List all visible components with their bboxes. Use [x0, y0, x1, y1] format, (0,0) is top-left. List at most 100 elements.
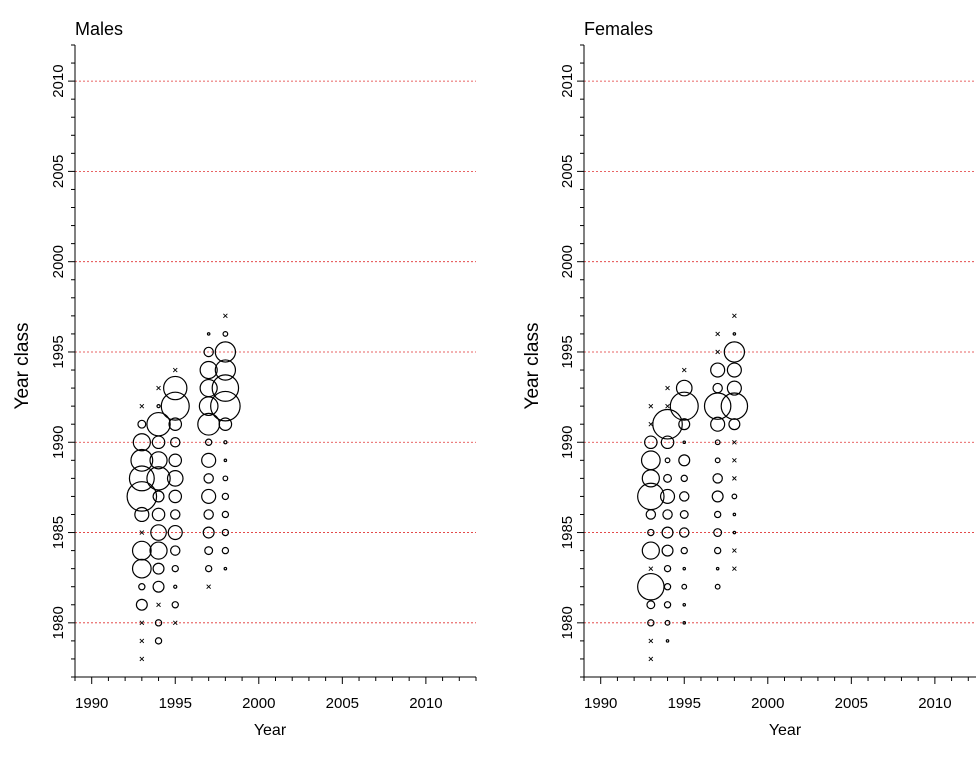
- males-bubble: [149, 451, 168, 470]
- females-bubble: [679, 510, 689, 519]
- males-zero-marker: [139, 656, 145, 662]
- males-zero-marker: [139, 620, 145, 626]
- males-bubble: [203, 509, 214, 520]
- zero-marker-stroke: [156, 602, 161, 608]
- females-x-tick-label: 2005: [835, 695, 868, 712]
- females-y-tick-label: 1985: [559, 516, 576, 549]
- females-bubble: [662, 509, 673, 520]
- males-zero-marker: [139, 530, 145, 535]
- zero-marker-stroke: [139, 403, 145, 409]
- males-zero-marker: [172, 367, 178, 373]
- males-bubble: [126, 481, 158, 512]
- males-bubble: [154, 637, 163, 645]
- females-zero-marker: [732, 313, 737, 319]
- males-bubble: [204, 546, 214, 556]
- females-bubble: [712, 473, 723, 484]
- females-panel: Females Year class Year 1980 1985 1990 1995…: [522, 19, 976, 739]
- females-bubble: [678, 527, 690, 538]
- males-zero-marker: [139, 403, 145, 409]
- females-bubble: [723, 341, 746, 363]
- zero-marker-stroke: [172, 620, 178, 626]
- zero-marker-stroke: [732, 313, 737, 319]
- females-bubble: [646, 600, 656, 610]
- males-bubble: [218, 417, 233, 431]
- females-x-tick-label: 2000: [751, 695, 784, 712]
- females-bubble: [711, 490, 724, 503]
- males-y-tick-label: 1990: [50, 426, 67, 459]
- zero-marker-stroke: [139, 638, 145, 644]
- males-y-tick-label: 1995: [50, 335, 67, 368]
- females-bubble: [661, 544, 674, 557]
- males-bubble: [221, 546, 230, 555]
- males-bubble: [223, 458, 228, 463]
- males-x-tick-label: 2005: [326, 695, 359, 712]
- males-bubble: [152, 580, 165, 593]
- females-zero-marker: [665, 385, 670, 391]
- females-bubble: [659, 488, 676, 505]
- females-bubble: [713, 510, 722, 519]
- males-y-tick-label: 1985: [50, 516, 67, 549]
- males-bubble: [214, 359, 237, 381]
- zero-marker-stroke: [732, 548, 737, 553]
- males-bubble: [160, 391, 190, 421]
- males-bubble: [210, 390, 241, 422]
- females-bubbles: [637, 313, 749, 662]
- males-bubble: [214, 341, 237, 363]
- females-bubble: [732, 530, 737, 535]
- females-bubble: [644, 435, 658, 450]
- females-bubble: [641, 469, 660, 488]
- females-bubble: [669, 391, 699, 421]
- females-zero-marker: [681, 367, 687, 373]
- males-zero-marker: [139, 638, 145, 644]
- males-bubble: [138, 583, 146, 591]
- females-y-tick-label: 2010: [559, 64, 576, 97]
- females-bubble: [720, 392, 749, 420]
- males-bubble: [168, 417, 183, 431]
- females-bubble: [681, 583, 688, 590]
- males-bubble: [201, 488, 217, 505]
- females-bubble: [713, 528, 723, 538]
- females-bubble: [660, 435, 675, 450]
- males-bubble: [130, 448, 154, 472]
- males-bubble: [203, 346, 214, 358]
- females-bubble: [645, 509, 657, 520]
- males-bubble: [201, 452, 217, 468]
- males-panel: Males Year class Year 1980 1985 1990 1995 20…: [12, 19, 477, 739]
- males-bubble: [150, 524, 167, 541]
- males-bubble: [154, 619, 163, 627]
- zero-marker-stroke: [206, 584, 211, 590]
- zero-marker-stroke: [732, 566, 737, 571]
- females-zero-marker: [648, 403, 654, 409]
- males-y-tick-label: 2010: [50, 64, 67, 97]
- males-bubble: [221, 528, 230, 537]
- males-bubble: [137, 419, 147, 429]
- females-bubble: [710, 416, 726, 432]
- males-y-tick-label: 1980: [50, 606, 67, 639]
- females-gridlines: [584, 80, 976, 624]
- zero-marker-stroke: [139, 620, 145, 626]
- zero-marker-stroke: [715, 349, 720, 355]
- males-bubble: [171, 564, 179, 573]
- males-bubble: [202, 526, 215, 539]
- males-bubble: [152, 562, 165, 575]
- zero-marker-stroke: [732, 439, 737, 445]
- females-y-tick-label: 1980: [559, 606, 576, 639]
- females-bubble: [640, 450, 661, 471]
- zero-marker-stroke: [648, 656, 654, 662]
- females-y-axis-title: Year class: [522, 323, 543, 410]
- zero-marker-stroke: [648, 421, 654, 427]
- females-bubble: [680, 474, 688, 483]
- males-bubble: [134, 506, 150, 523]
- males-bubble: [163, 375, 188, 401]
- males-bubble: [222, 475, 229, 482]
- females-zero-marker: [665, 403, 670, 409]
- females-bubble: [682, 566, 687, 571]
- males-bubble: [223, 440, 228, 445]
- males-bubble: [167, 524, 183, 541]
- males-x-axis-title: Year: [254, 722, 287, 739]
- males-bubble: [151, 507, 166, 522]
- males-bubble: [170, 545, 181, 556]
- females-bubble: [682, 602, 687, 607]
- females-bubble: [664, 619, 671, 626]
